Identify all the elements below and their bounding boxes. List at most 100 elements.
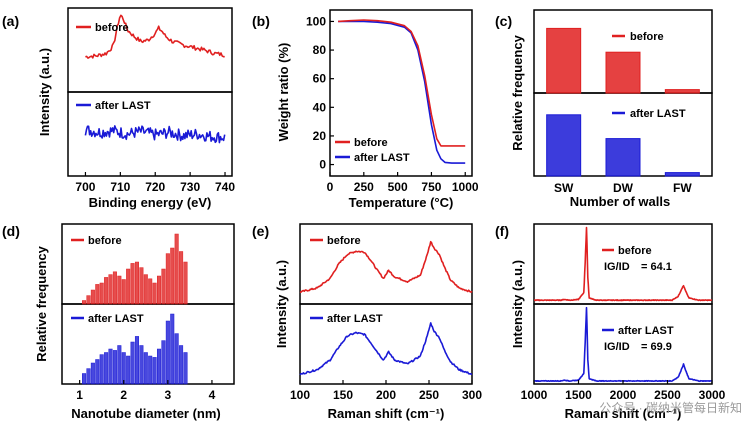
panel-f-legend-after: after LAST: [618, 325, 674, 337]
panel-d-bar-after: [170, 313, 175, 385]
panel-b-ytick-label: 80: [313, 43, 327, 57]
panel-a: (a) before after LAST 700 710 720 730 740 Bi…: [2, 7, 235, 210]
panel-d-xtick-label: 2: [120, 388, 127, 402]
panel-d-bar-before: [121, 279, 126, 305]
panel-a-xtick-label: 700: [75, 180, 95, 194]
panel-d-bar-after: [148, 355, 153, 385]
panel-d-bar-before: [117, 275, 122, 305]
panel-b-xlabel: Temperature (°C): [349, 195, 454, 210]
panel-c-label: (c): [495, 13, 512, 29]
panel-e-legend-after: after LAST: [327, 313, 383, 325]
panel-f-ratio-label-after: IG/ID: [604, 341, 630, 353]
panel-d-bar-before: [112, 271, 117, 305]
panel-f-series-before: [533, 226, 713, 302]
panel-e-xtick-label: 200: [376, 388, 396, 402]
panel-d-xtick-label: 4: [209, 388, 216, 402]
panel-c: (c) before after LAST SW DW FW Number of w…: [495, 9, 713, 209]
panel-d-bar-before: [179, 251, 184, 305]
panel-f-legend-before: before: [618, 245, 652, 257]
panel-b-frame: [329, 9, 473, 177]
panel-d-bar-before: [104, 277, 109, 305]
panel-d-bar-before: [95, 284, 100, 305]
panel-a-xtick-label: 730: [180, 180, 200, 194]
panel-e-xtick-label: 300: [462, 388, 482, 402]
panel-a-series-before: [85, 14, 225, 59]
panel-b-ylabel: Weight ratio (%): [276, 43, 291, 142]
panel-b: (b) before after LAST 0 250 500 750 1000 0 20…: [252, 9, 479, 210]
panel-b-legend-before: before: [354, 137, 388, 149]
panel-e-xtick-label: 100: [290, 388, 310, 402]
panel-f-xtick-label: 1000: [521, 388, 548, 402]
panel-d-bar-before: [108, 274, 113, 305]
panel-d-bar-after: [152, 357, 157, 385]
panel-d-bar-before: [99, 282, 104, 305]
panel-b-ytick-label: 20: [313, 129, 327, 143]
panel-d-bar-before: [183, 261, 188, 305]
panel-b-ytick-label: 60: [313, 72, 327, 86]
panel-f-label: (f): [495, 223, 509, 239]
panel-c-bar-after: [664, 172, 700, 177]
panel-c-bar-before: [605, 51, 641, 94]
panel-e-legend-before: before: [327, 235, 361, 247]
panel-f-ratio-label-before: IG/ID: [604, 261, 630, 273]
panel-a-frame-top: [67, 7, 233, 93]
panel-d-bar-after: [134, 336, 139, 385]
panel-d-bar-before: [170, 247, 175, 305]
panel-d-bar-after: [157, 348, 162, 385]
panel-d-bar-before: [126, 268, 131, 305]
panel-d-bar-after: [112, 350, 117, 385]
panel-d-bar-before: [82, 300, 87, 305]
panel-b-xtick-label: 750: [421, 180, 441, 194]
panel-a-label: (a): [2, 13, 19, 29]
panel-d-bar-after: [117, 345, 122, 385]
panel-e-xlabel: Raman shift (cm⁻¹): [328, 406, 445, 421]
panel-a-ylabel: Intensity (a.u.): [37, 48, 52, 136]
panel-d-bar-before: [90, 289, 95, 305]
panel-c-bar-before: [664, 89, 700, 94]
panel-a-legend-after: after LAST: [95, 100, 151, 112]
panel-d-bar-after: [99, 354, 104, 385]
panel-f-xtick-label: 2000: [610, 388, 637, 402]
panel-f: (f) before IG/ID = 64.1 after LAST IG/ID…: [495, 223, 726, 421]
panel-b-series-before: [338, 19, 466, 147]
panel-d-bar-before: [134, 261, 139, 305]
panel-d: (d) before after LAST 1 2 3 4 Nanotube diam…: [2, 223, 235, 421]
panel-e-xtick-label: 250: [419, 388, 439, 402]
panel-c-legend-before: before: [630, 31, 664, 43]
panel-d-bar-after: [143, 352, 148, 385]
panel-d-bar-before: [161, 268, 166, 305]
panel-b-ytick-label: 100: [306, 14, 326, 28]
panel-b-label: (b): [252, 13, 270, 29]
panel-e-label: (e): [252, 223, 269, 239]
panel-d-xtick-label: 3: [165, 388, 172, 402]
panel-d-bar-before: [148, 278, 153, 305]
panel-d-legend-before: before: [88, 235, 122, 247]
panel-d-ylabel: Relative frequency: [34, 245, 49, 361]
panel-d-bar-before: [157, 275, 162, 305]
panel-b-xtick-label: 1000: [452, 180, 479, 194]
panel-e-frame-bottom: [299, 303, 473, 385]
panel-d-bar-after: [161, 340, 166, 385]
panel-d-frame-bottom: [61, 303, 235, 385]
panel-d-bar-after: [165, 320, 170, 385]
panel-b-xtick-label: 0: [327, 180, 334, 194]
panel-d-bar-after: [130, 341, 135, 385]
panel-b-xtick-label: 250: [354, 180, 374, 194]
panel-d-bar-after: [174, 333, 179, 385]
panel-d-bar-after: [121, 352, 126, 385]
panel-c-bar-after: [605, 138, 641, 177]
panel-a-series-after: [84, 125, 226, 144]
panel-d-bar-after: [90, 362, 95, 385]
panel-c-xtick-label: DW: [613, 181, 634, 195]
panel-b-legend-after: after LAST: [354, 152, 410, 164]
panel-b-ytick-label: 40: [313, 100, 327, 114]
panel-b-series-after: [338, 20, 466, 164]
panel-e: (e) before after LAST 100 150 200 250 300 Ra…: [252, 223, 482, 421]
watermark: 公众号 · 碳纳米管每日新知: [599, 400, 742, 415]
panel-d-bar-after: [126, 355, 131, 385]
panel-f-ratio-value-after: = 69.9: [641, 341, 672, 353]
panel-d-bar-before: [165, 253, 170, 305]
panel-d-bar-after: [179, 345, 184, 385]
panel-f-ylabel: Intensity (a.u.): [510, 260, 525, 348]
